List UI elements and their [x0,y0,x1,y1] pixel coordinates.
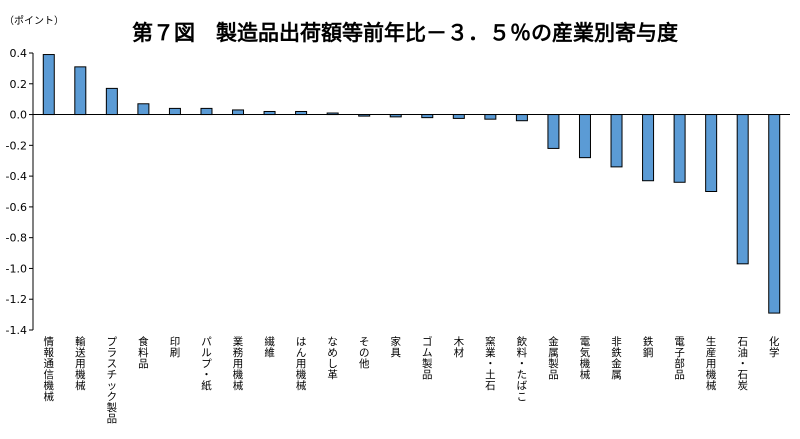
y-tick-label: -0.8 [6,232,27,245]
category-label: 電子部品 [674,336,685,381]
category-label: パルプ・紙 [201,336,212,392]
category-label: 情報通信機械 [44,335,55,403]
y-tick-label: -0.6 [6,201,27,214]
y-tick-label: -1.4 [6,324,27,337]
category-label: 生産用機械 [706,335,717,392]
y-tick-label: 0.0 [10,109,28,122]
category-label: その他 [359,336,370,370]
bar [736,114,749,265]
bar [673,114,686,183]
category-label: 化学 [769,335,780,359]
bar [42,54,55,116]
category-label: 非鉄金属 [611,336,622,381]
category-label: 窯業・土石 [485,335,496,392]
category-label: 輸送用機械 [75,335,86,392]
category-label: 家具 [390,335,401,359]
category-label: ゴム製品 [422,335,433,381]
category-label: 金属製品 [548,335,559,381]
bar [168,107,181,116]
y-tick-label: 0.2 [10,78,28,91]
category-label: 鉄鋼 [643,335,654,359]
bar [484,114,497,120]
bar [768,114,781,314]
bar [515,114,528,122]
y-tick-label: -1.0 [6,262,27,275]
bar [452,114,465,119]
bar [74,66,87,116]
category-label: 業務用機械 [233,335,244,392]
bars [42,54,781,314]
bar [200,107,213,116]
bar [705,114,718,192]
category-label: プラスチック製品 [107,336,118,425]
bar [610,114,623,168]
y-tick-label: -1.2 [6,293,27,306]
category-label: 飲料・たばこ [517,335,528,403]
category-label: 繊維 [264,335,275,359]
category-label: はん用機械 [296,336,307,392]
category-labels: 情報通信機械 輸送用機械 プラスチック製品 食料品 印刷 パルプ・紙 業務用機械 繊維 はん用機… [44,335,780,425]
y-tick-label: -0.4 [6,170,27,183]
category-label: 印刷 [170,336,181,359]
y-tick-label: -0.2 [6,139,27,152]
bar [232,109,245,116]
category-label: なめし革 [327,336,338,381]
y-tick-label: 0.4 [10,47,28,60]
bar [105,87,118,116]
y-unit-label: （ポイント） [4,15,64,27]
bar [578,114,591,159]
category-label: 石油・石炭 [737,336,748,392]
category-label: 食料品 [138,335,149,370]
y-axis: 0.4 0.2 0.0 -0.2 -0.4 -0.6 -0.8 -1.0 -1.2 -1.4 [6,47,34,337]
bar [137,103,150,116]
chart-title: 第７図 製造品出荷額等前年比－３．５％の産業別寄与度 [132,21,678,45]
bar [547,114,560,149]
category-label: 電気機械 [580,336,591,381]
category-label: 木材 [454,336,465,359]
bar [642,114,655,182]
